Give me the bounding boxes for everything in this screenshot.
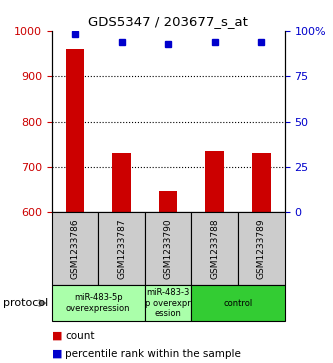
Bar	[252, 153, 271, 212]
Text: percentile rank within the sample: percentile rank within the sample	[65, 349, 241, 359]
Text: count: count	[65, 331, 95, 341]
Text: protocol: protocol	[3, 298, 49, 308]
Text: GSM1233786: GSM1233786	[70, 218, 80, 279]
Text: GSM1233790: GSM1233790	[164, 218, 173, 279]
Bar	[112, 153, 131, 212]
Text: GSM1233789: GSM1233789	[257, 218, 266, 279]
Text: ■: ■	[52, 331, 62, 341]
Text: ■: ■	[52, 349, 62, 359]
Text: miR-483-5p
overexpression: miR-483-5p overexpression	[66, 293, 131, 313]
Text: GSM1233787: GSM1233787	[117, 218, 126, 279]
Text: control: control	[223, 299, 253, 307]
Bar	[66, 49, 84, 212]
Bar	[159, 191, 177, 212]
Title: GDS5347 / 203677_s_at: GDS5347 / 203677_s_at	[88, 15, 248, 28]
Text: miR-483-3
p overexpr
ession: miR-483-3 p overexpr ession	[145, 288, 191, 318]
Text: GSM1233788: GSM1233788	[210, 218, 219, 279]
Bar	[205, 151, 224, 212]
